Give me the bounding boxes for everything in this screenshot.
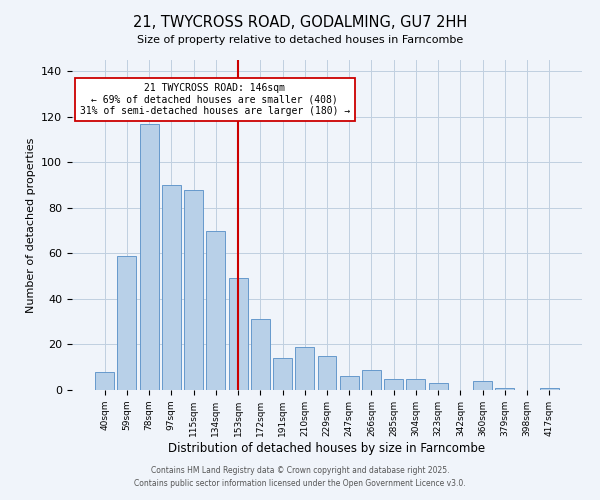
Bar xyxy=(429,383,448,390)
Text: 21 TWYCROSS ROAD: 146sqm
← 69% of detached houses are smaller (408)
31% of semi-: 21 TWYCROSS ROAD: 146sqm ← 69% of detach… xyxy=(80,83,350,116)
Bar xyxy=(406,378,425,390)
X-axis label: Distribution of detached houses by size in Farncombe: Distribution of detached houses by size … xyxy=(169,442,485,454)
Y-axis label: Number of detached properties: Number of detached properties xyxy=(26,138,35,312)
Bar xyxy=(184,190,203,390)
Bar xyxy=(95,372,114,390)
Text: Size of property relative to detached houses in Farncombe: Size of property relative to detached ho… xyxy=(137,35,463,45)
Bar xyxy=(251,320,270,390)
Bar xyxy=(473,381,492,390)
Bar xyxy=(162,185,181,390)
Bar xyxy=(140,124,158,390)
Bar xyxy=(295,347,314,390)
Bar xyxy=(206,230,225,390)
Text: Contains HM Land Registry data © Crown copyright and database right 2025.
Contai: Contains HM Land Registry data © Crown c… xyxy=(134,466,466,487)
Bar xyxy=(317,356,337,390)
Bar xyxy=(340,376,359,390)
Bar xyxy=(273,358,292,390)
Bar xyxy=(540,388,559,390)
Bar xyxy=(362,370,381,390)
Bar xyxy=(496,388,514,390)
Bar xyxy=(118,256,136,390)
Bar xyxy=(384,378,403,390)
Text: 21, TWYCROSS ROAD, GODALMING, GU7 2HH: 21, TWYCROSS ROAD, GODALMING, GU7 2HH xyxy=(133,15,467,30)
Bar xyxy=(229,278,248,390)
